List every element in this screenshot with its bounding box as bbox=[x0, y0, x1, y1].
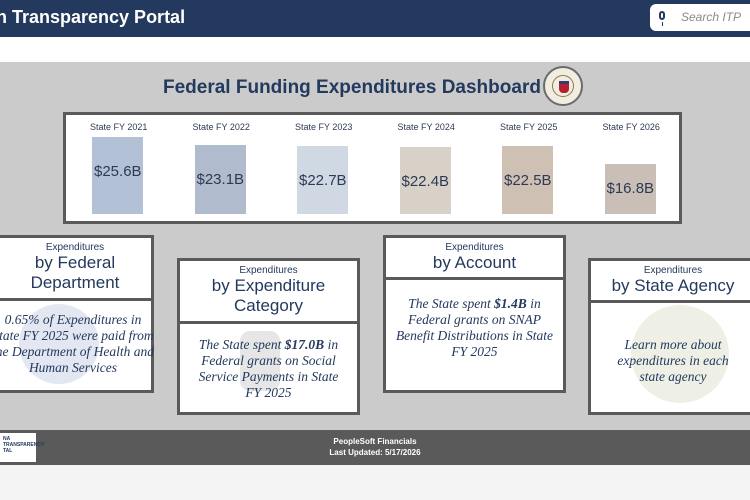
hhs-seal-watermark bbox=[19, 304, 99, 384]
microphone-icon[interactable] bbox=[659, 11, 665, 26]
federal-seal-icon bbox=[543, 66, 583, 106]
bar-value-label: $16.8B bbox=[606, 180, 655, 197]
card-header: Expenditures by Expenditure Category bbox=[180, 261, 357, 324]
year-label: State FY 2022 bbox=[192, 122, 250, 132]
bar-value-label: $22.4B bbox=[401, 173, 450, 190]
card-summary-text: The State spent $17.0B in Federal grants… bbox=[198, 337, 339, 400]
card-subtitle: Expenditures bbox=[643, 265, 703, 276]
year-label: State FY 2025 bbox=[500, 122, 558, 132]
card-account[interactable]: Expenditures by Account The State spent … bbox=[383, 235, 566, 393]
amount-highlight: $1.4B bbox=[494, 296, 527, 311]
card-subtitle: Expenditures bbox=[239, 265, 298, 276]
card-federal-department[interactable]: Expenditures by Federal Department 0.65%… bbox=[0, 235, 154, 393]
footer-bar bbox=[0, 430, 750, 465]
dashboard-title: Federal Funding Expenditures Dashboard bbox=[163, 77, 541, 98]
expenditure-bar[interactable] bbox=[297, 146, 348, 214]
card-expenditure-category[interactable]: Expenditures by Expenditure Category The… bbox=[177, 258, 360, 415]
year-label: State FY 2021 bbox=[90, 122, 148, 132]
portal-title[interactable]: n Transparency Portal bbox=[0, 7, 186, 27]
search-box[interactable]: Search ITP bbox=[650, 4, 750, 31]
bar-value-label: $23.1B bbox=[196, 171, 245, 188]
card-subtitle: Expenditures bbox=[445, 242, 504, 253]
card-subtitle: Expenditures bbox=[45, 242, 105, 253]
header-spacer bbox=[0, 37, 750, 62]
card-title: by Federal Department bbox=[30, 253, 120, 292]
card-summary-text: The State spent $1.4B in Federal grants … bbox=[395, 296, 554, 359]
card-title: by Expenditure Category bbox=[211, 276, 326, 315]
transparency-portal-logo[interactable]: NA TRANSPARENCY TAL bbox=[0, 433, 44, 462]
card-title: by Account bbox=[432, 253, 517, 272]
search-input[interactable]: Search ITP bbox=[681, 10, 742, 24]
card-title: by State Agency bbox=[611, 276, 735, 295]
card-header: Expenditures by Account bbox=[386, 238, 563, 280]
top-navigation-bar bbox=[0, 0, 750, 37]
footer-last-updated: Last Updated: 5/17/2026 bbox=[329, 448, 421, 457]
bar-value-label: $25.6B bbox=[94, 163, 142, 180]
year-label: State FY 2024 bbox=[397, 122, 455, 132]
footer-system-name: PeopleSoft Financials bbox=[333, 437, 417, 446]
card-summary-text: Learn more about expenditures in each st… bbox=[617, 337, 729, 384]
bar-value-label: $22.5B bbox=[504, 172, 552, 189]
expenditure-bar[interactable] bbox=[92, 137, 143, 214]
people-icon-watermark bbox=[240, 331, 280, 391]
card-summary-text: 0.65% of Expenditures in State FY 2025 w… bbox=[0, 312, 154, 375]
state-seal-watermark bbox=[631, 305, 729, 403]
year-label: State FY 2026 bbox=[602, 122, 660, 132]
expenditure-bar[interactable] bbox=[502, 146, 553, 214]
expenditure-bar[interactable] bbox=[194, 145, 246, 214]
expenditure-by-year-chart[interactable]: State FY 2021 $25.6B State FY 2022 $23.1B St… bbox=[63, 112, 682, 224]
card-header: Expenditures by Federal Department bbox=[0, 238, 151, 301]
amount-highlight: $17.0B bbox=[284, 337, 325, 352]
card-state-agency[interactable]: Expenditures by State Agency Learn more … bbox=[588, 258, 750, 415]
card-header: Expenditures by State Agency bbox=[591, 261, 750, 303]
expenditure-bar[interactable] bbox=[399, 147, 451, 214]
bar-value-label: $22.7B bbox=[299, 172, 347, 189]
page-bottom bbox=[0, 465, 750, 500]
expenditure-bar[interactable] bbox=[604, 164, 656, 214]
year-label: State FY 2023 bbox=[295, 122, 353, 132]
